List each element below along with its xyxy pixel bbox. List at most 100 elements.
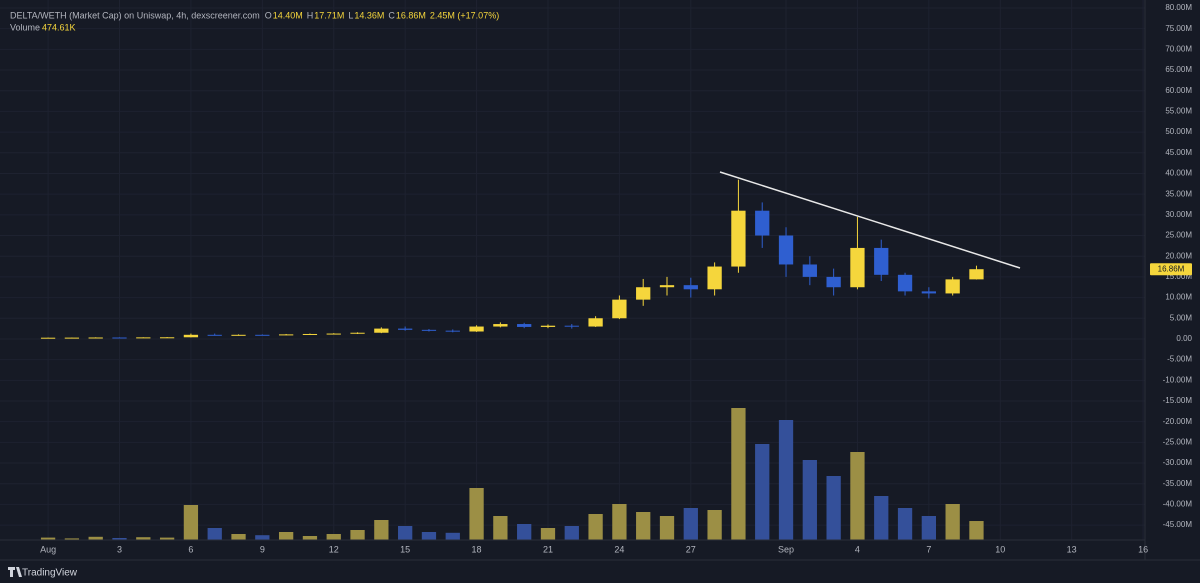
candle-body	[778, 235, 794, 265]
x-tick-label: 4	[855, 544, 860, 554]
candle-body	[112, 337, 127, 339]
volume-bar	[112, 538, 127, 540]
y-tick-label: -25.00M	[1163, 437, 1193, 446]
volume-bar	[921, 516, 936, 540]
volume-bar	[969, 521, 984, 540]
legend: DELTA/WETH (Market Cap) on Uniswap, 4h, …	[10, 10, 499, 32]
volume-bar	[683, 508, 698, 540]
volume-bar	[826, 476, 841, 540]
y-tick-label: 80.00M	[1165, 3, 1192, 12]
x-tick-label: 9	[260, 544, 265, 554]
candle-body	[88, 337, 103, 339]
volume-name: Volume	[10, 22, 40, 32]
volume-bar	[636, 512, 651, 540]
candle-body	[445, 330, 460, 332]
candle-body	[469, 326, 484, 332]
x-tick-label: 13	[1067, 544, 1077, 554]
x-tick-label: 18	[472, 544, 482, 554]
volume-bar	[564, 526, 579, 540]
y-tick-label: 45.00M	[1165, 148, 1192, 157]
x-tick-label: 27	[686, 544, 696, 554]
y-tick-label: 40.00M	[1165, 169, 1192, 178]
ohlc-value: 14.40M	[273, 10, 303, 20]
candle-body	[136, 337, 151, 339]
y-tick-label: 5.00M	[1170, 313, 1193, 322]
candle-body	[897, 274, 913, 292]
volume-bar	[159, 537, 175, 540]
volume-bar	[707, 510, 722, 540]
volume-bar	[326, 534, 341, 540]
candle-body	[421, 329, 437, 331]
volume-bar	[231, 534, 246, 540]
volume-bar	[278, 532, 294, 540]
candle-body	[850, 247, 865, 288]
candle-body	[612, 299, 627, 319]
volume-bar	[778, 420, 794, 540]
candle-body	[350, 332, 365, 334]
y-tick-label: 20.00M	[1165, 251, 1192, 260]
candle-body	[517, 324, 532, 327]
candle-body	[40, 337, 56, 339]
candle-body	[183, 334, 199, 338]
y-tick-label: -40.00M	[1163, 500, 1193, 509]
volume-bar	[374, 520, 389, 540]
x-tick-label: Aug	[40, 544, 56, 554]
volume-bar	[64, 538, 80, 540]
volume-bar	[540, 528, 556, 540]
x-tick-label: Sep	[778, 544, 794, 554]
y-tick-label: 75.00M	[1165, 24, 1192, 33]
volume-bar	[302, 536, 318, 540]
x-tick-label: 16	[1138, 544, 1148, 554]
candle-body	[683, 285, 698, 290]
candle-body	[802, 264, 817, 277]
y-tick-label: 55.00M	[1165, 107, 1192, 116]
candle-body	[255, 334, 270, 336]
trend-line	[719, 171, 1021, 269]
candle-body	[540, 325, 556, 327]
last-price-label: 16.86M	[1158, 264, 1185, 273]
volume-bar	[588, 514, 603, 540]
ohlc-value: 14.36M	[354, 10, 384, 20]
volume-bar	[350, 530, 365, 540]
axes: 80.00M75.00M70.00M65.00M60.00M55.00M50.0…	[40, 3, 1192, 554]
candle-body	[64, 337, 80, 339]
y-tick-label: 65.00M	[1165, 65, 1192, 74]
change-value: 2.45M (+17.07%)	[430, 10, 499, 20]
candle-body	[564, 325, 579, 327]
ohlc-key: O	[265, 10, 272, 20]
ohlc-value: 17.71M	[314, 10, 344, 20]
candle-body	[326, 333, 341, 335]
candle-body	[874, 247, 889, 275]
candle-body	[374, 328, 389, 333]
y-tick-label: 60.00M	[1165, 86, 1192, 95]
y-tick-label: -5.00M	[1167, 355, 1192, 364]
candle-body	[398, 328, 413, 330]
volume-bar	[802, 460, 817, 540]
candle-body	[969, 269, 984, 280]
y-tick-label: -15.00M	[1163, 396, 1193, 405]
candle-body	[707, 266, 722, 290]
volume-bar	[183, 505, 199, 540]
candle-body	[588, 318, 603, 327]
y-tick-label: -45.00M	[1163, 520, 1193, 529]
last-price-tag	[1150, 263, 1192, 276]
candle-body	[302, 333, 318, 335]
grid	[0, 0, 1145, 540]
candle-body	[659, 285, 675, 288]
volume-bar	[612, 504, 627, 540]
y-tick-label: -35.00M	[1163, 479, 1193, 488]
volume-value: 474.61K	[42, 22, 76, 32]
x-tick-label: 12	[329, 544, 339, 554]
volume-bar	[469, 488, 484, 540]
y-tick-label: -10.00M	[1163, 375, 1193, 384]
candle-layer	[40, 179, 984, 339]
x-tick-label: 6	[188, 544, 193, 554]
volume-layer	[40, 408, 984, 540]
volume-bar	[398, 526, 413, 540]
candle-body	[945, 279, 960, 294]
candle-body	[207, 334, 222, 336]
volume-bar	[659, 516, 675, 540]
candle-body	[826, 276, 841, 288]
